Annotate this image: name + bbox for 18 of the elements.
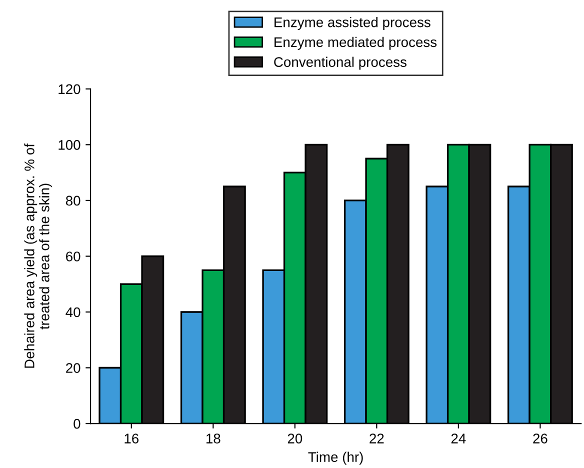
legend-label: Enzyme mediated process [274,36,437,50]
y-tick-label: 60 [66,252,80,262]
y-tick-label: 80 [66,196,80,206]
y-tick-label: 0 [74,418,80,429]
y-tick-label: 120 [58,84,80,94]
y-tick-label: 100 [58,140,80,150]
y-axis-title: Dehaired area yield (as approx. % of treated area of the skin) [24,143,52,368]
y-tick-label: 20 [66,363,80,373]
x-tick-label: 20 [288,434,302,444]
x-tick-label: 26 [533,434,548,444]
legend-label: Enzyme assisted process [274,17,430,30]
x-axis-title: Time (hr) [308,452,363,465]
legend-label: Conventional process [274,56,406,70]
x-tick-label: 24 [451,434,466,444]
x-tick-label: 16 [124,434,139,444]
x-tick-label: 22 [370,434,384,444]
y-tick-label: 40 [66,307,80,318]
x-tick-label: 18 [206,434,220,444]
